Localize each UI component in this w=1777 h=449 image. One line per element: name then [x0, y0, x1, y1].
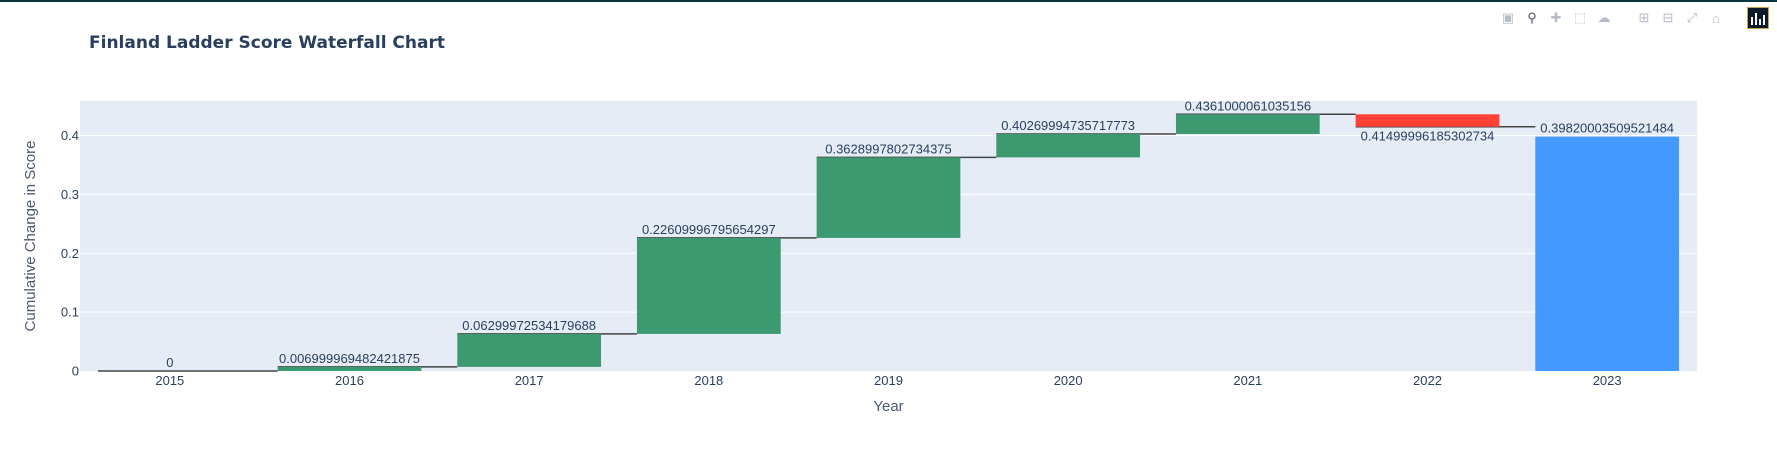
x-tick-label: 2015 [155, 373, 184, 388]
bar-value-label: 0.06299972534179688 [462, 318, 596, 333]
waterfall-bar-2017 [457, 334, 601, 367]
waterfall-bar-2019 [817, 157, 961, 238]
bar-value-label: 0.41499996185302734 [1361, 129, 1495, 144]
bar-value-label: 0 [166, 355, 173, 370]
waterfall-bar-2021 [1176, 114, 1320, 134]
y-axis-title: Cumulative Change in Score [22, 141, 39, 332]
waterfall-bar-2020 [996, 134, 1140, 157]
y-tick-label: 0 [72, 364, 79, 379]
bar-value-label: 0.22609996795654297 [642, 222, 776, 237]
waterfall-bar-2022 [1356, 114, 1500, 126]
x-tick-label: 2023 [1593, 373, 1622, 388]
x-tick-label: 2021 [1233, 373, 1262, 388]
bar-value-label: 0.40269994735717773 [1001, 118, 1135, 133]
waterfall-bar-2023 [1535, 137, 1679, 371]
x-tick-label: 2017 [515, 373, 544, 388]
x-axis-title: Year [873, 398, 903, 415]
bar-value-label: 0.006999969482421875 [279, 351, 420, 366]
y-tick-label: 0.1 [61, 305, 79, 320]
x-tick-label: 2018 [694, 373, 723, 388]
waterfall-bar-2018 [637, 238, 781, 334]
waterfall-bar-2016 [278, 367, 422, 371]
x-tick-label: 2019 [874, 373, 903, 388]
x-tick-label: 2020 [1054, 373, 1083, 388]
bar-value-label: 0.4361000061035156 [1185, 98, 1312, 113]
bar-value-label: 0.3628997802734375 [825, 141, 952, 156]
y-tick-label: 0.3 [61, 187, 79, 202]
x-tick-label: 2022 [1413, 373, 1442, 388]
y-tick-label: 0.2 [61, 246, 79, 261]
y-tick-label: 0.4 [61, 128, 79, 143]
bar-value-label: 0.39820003509521484 [1540, 121, 1674, 136]
x-tick-label: 2016 [335, 373, 364, 388]
